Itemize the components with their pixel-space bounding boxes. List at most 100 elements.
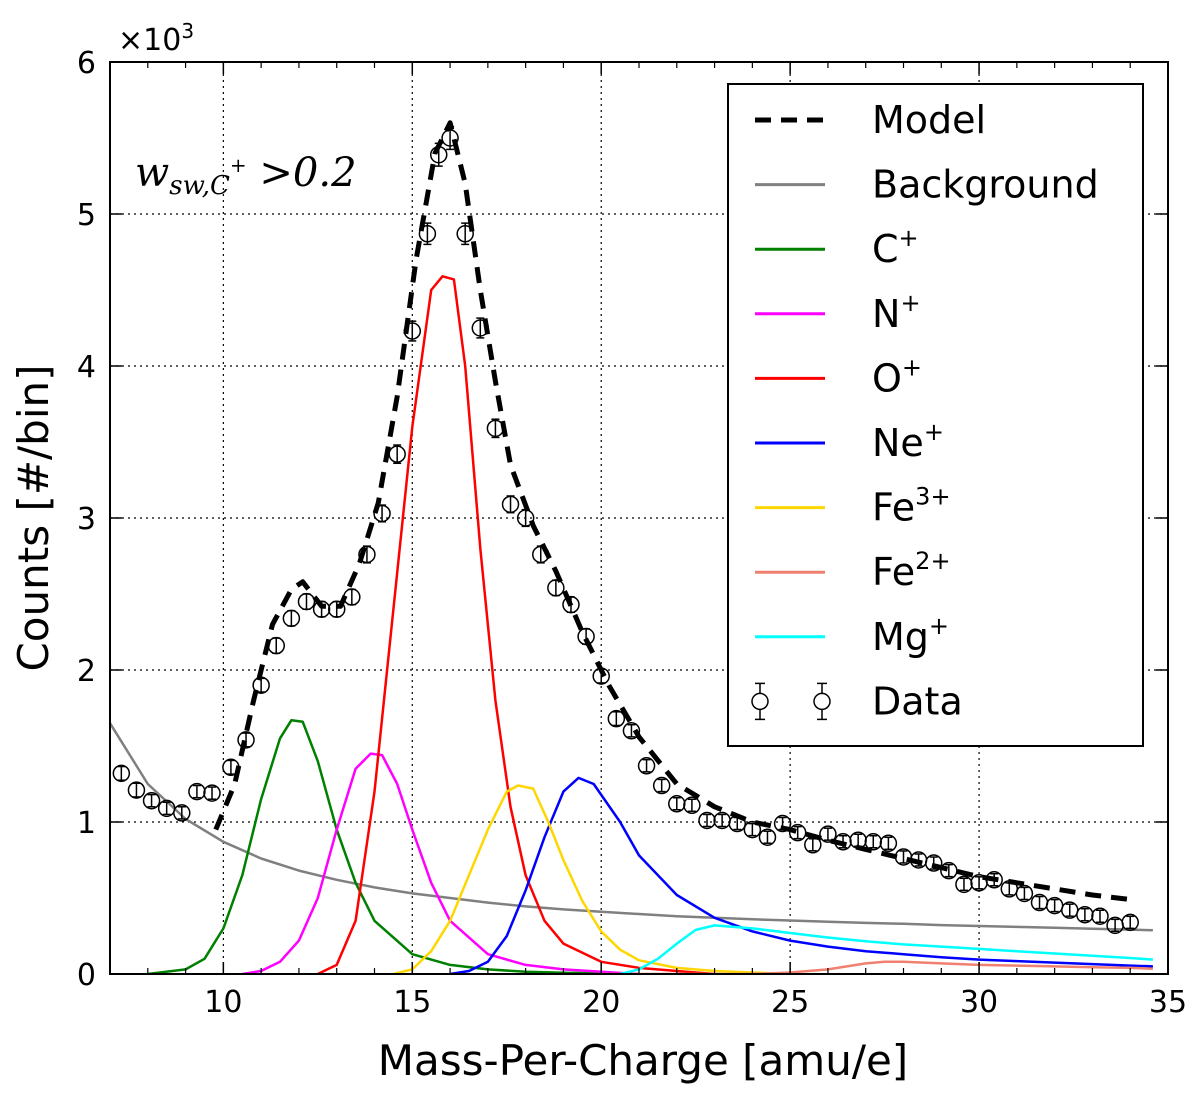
data-point (112, 764, 131, 783)
data-point (758, 828, 777, 846)
legend-label-data: Data (872, 679, 963, 723)
data-point (577, 627, 595, 646)
legend-label-ne: Ne+ (872, 418, 944, 465)
legend-label-c: C+ (872, 224, 919, 271)
legend-label-superscript: 2+ (915, 547, 950, 575)
annotation-subscript: sw,C (169, 171, 230, 201)
data-point (728, 814, 746, 833)
data-point (127, 781, 146, 799)
series-line-fe3 (393, 784, 791, 974)
data-point (358, 545, 376, 564)
data-point (203, 784, 221, 802)
series-line-mg (619, 924, 1153, 974)
legend-label-o: O+ (872, 353, 922, 400)
data-point (592, 667, 610, 685)
data-point (142, 791, 161, 810)
data-point (516, 509, 535, 527)
legend-label-background: Background (872, 163, 1099, 207)
legend-label-model: Model (872, 98, 986, 142)
data-point (940, 861, 958, 880)
legend-label-text: C (872, 227, 899, 271)
data-point (471, 319, 490, 337)
legend-label-text: Model (872, 98, 986, 142)
y-tick-label: 4 (77, 350, 96, 385)
data-point (547, 579, 565, 597)
data-point (441, 129, 459, 147)
data-point (282, 609, 301, 628)
data-point (343, 588, 361, 606)
legend-marker-data (751, 692, 769, 711)
data-point (773, 814, 792, 833)
data-point (403, 322, 422, 340)
data-point (252, 676, 270, 694)
data-point (456, 225, 474, 243)
y-tick-label: 1 (77, 806, 96, 841)
legend-label-text: Data (872, 679, 963, 723)
data-point (652, 776, 671, 795)
legend-label-fe3: Fe3+ (872, 483, 951, 530)
data-point (879, 834, 898, 853)
series-layer (110, 120, 1153, 974)
legend-label-superscript: + (929, 612, 949, 640)
data-point (373, 504, 391, 523)
x-tick-label: 15 (393, 985, 431, 1020)
data-point (743, 820, 762, 839)
data-point (698, 811, 716, 830)
data-point (683, 796, 701, 815)
annotation-threshold: >0.2 (247, 150, 357, 196)
data-point (222, 758, 240, 777)
legend-label-text: Background (872, 163, 1099, 207)
data-point (501, 495, 520, 514)
legend-label-superscript: + (900, 289, 920, 317)
legend-label-text: N (872, 292, 900, 336)
tick-labels: 10 15 20 25 30 35 0 1 2 3 4 5 6 (77, 46, 1187, 1020)
y-tick-label: 0 (77, 958, 96, 993)
y-tick-label: 2 (77, 654, 96, 689)
data-point (312, 600, 331, 618)
data-point (418, 225, 437, 243)
legend-label-fe2: Fe2+ (872, 547, 951, 594)
series-line-c (147, 718, 640, 974)
x-tick-label: 20 (582, 985, 620, 1020)
data-point (532, 545, 550, 564)
x-tick-label: 25 (771, 985, 809, 1020)
legend-label-n: N+ (872, 289, 921, 336)
x-axis-label: Mass-Per-Charge [amu/e] (378, 1036, 908, 1085)
legend-marker-data (813, 692, 831, 711)
annotation-superscript: + (230, 153, 247, 177)
data-point (622, 722, 641, 740)
data-point (637, 757, 656, 775)
legend-label-superscript: + (902, 353, 922, 381)
data-point (804, 836, 822, 854)
legend-label-superscript: 3+ (915, 483, 950, 511)
data-point (297, 592, 316, 611)
data-point (173, 804, 191, 822)
y-scale-label: ×103 (118, 19, 194, 58)
series-line-n (242, 752, 640, 974)
data-point (388, 445, 406, 463)
y-scale-exponent: 3 (181, 19, 194, 43)
x-tick-label: 35 (1149, 985, 1187, 1020)
series-line-ne (449, 776, 1153, 974)
data-point (237, 731, 255, 749)
legend-label-text: Ne (872, 421, 924, 465)
legend-label-text: Fe (872, 550, 915, 594)
data-point (486, 419, 505, 438)
legend-label-superscript: + (899, 224, 919, 252)
legend-label-text: Mg (872, 615, 929, 659)
legend-label-mg: Mg+ (872, 612, 949, 659)
data-point (1015, 884, 1034, 903)
data-point (1091, 907, 1109, 925)
data-point (267, 636, 286, 655)
series-line-o (317, 275, 715, 974)
data-point (607, 709, 626, 728)
annotation: wsw,C+ >0.2 (135, 150, 357, 201)
ticks (110, 61, 1169, 975)
data-point (985, 871, 1003, 889)
data-point (327, 600, 346, 618)
legend-label-superscript: + (924, 418, 944, 446)
y-axis-label: Counts [#/bin] (9, 364, 58, 671)
data-point (562, 595, 580, 614)
legend-label-text: O (872, 356, 902, 400)
